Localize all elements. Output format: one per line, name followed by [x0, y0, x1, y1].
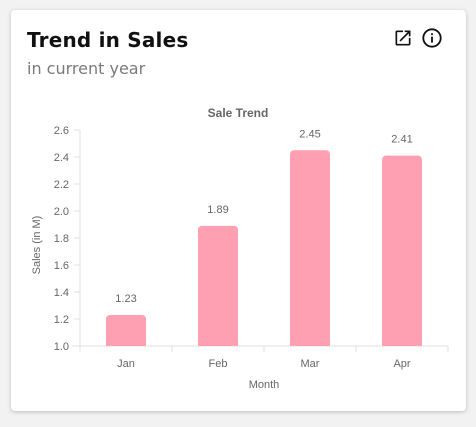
- chart-title: Sale Trend: [208, 106, 269, 120]
- y-tick-label: 1.4: [54, 287, 69, 299]
- data-label: 2.45: [299, 128, 320, 140]
- y-tick-label: 2.0: [54, 206, 69, 218]
- x-tick-label: Apr: [393, 358, 410, 370]
- y-tick-label: 2.2: [54, 179, 69, 191]
- bar-jan: [106, 314, 146, 346]
- y-tick-label: 2.6: [54, 125, 69, 137]
- bar-feb: [198, 225, 238, 346]
- data-label: 2.41: [391, 134, 412, 146]
- info-button[interactable]: [420, 26, 444, 50]
- card-subtitle: in current year: [27, 59, 146, 78]
- open-in-new-button[interactable]: [391, 26, 415, 50]
- y-tick-label: 1.6: [54, 260, 69, 272]
- bar-base-jan: [106, 341, 146, 346]
- x-tick-label: Feb: [209, 358, 228, 370]
- x-axis-label: Month: [249, 379, 280, 391]
- info-icon: [422, 28, 442, 48]
- data-label: 1.89: [207, 204, 228, 216]
- y-tick-label: 1.0: [54, 341, 69, 353]
- bar-base-mar: [290, 341, 330, 346]
- sale-trend-chart: Sale Trend Sales (in M) Month 2.6 2.4 2.2 2…: [31, 106, 449, 391]
- data-label: 1.23: [115, 293, 136, 305]
- bar-base-apr: [382, 341, 422, 346]
- y-tick-label: 2.4: [54, 152, 69, 164]
- y-tick-label: 1.8: [54, 233, 69, 245]
- bar-apr: [382, 155, 422, 346]
- open-in-new-icon: [395, 30, 411, 46]
- y-axis-label: Sales (in M): [31, 216, 43, 275]
- y-tick-label: 1.2: [54, 314, 69, 326]
- bar-base-feb: [198, 341, 238, 346]
- sales-trend-card: Trend in Sales in current year Sale Tren…: [11, 10, 466, 411]
- bar-mar: [290, 150, 330, 346]
- card-title: Trend in Sales: [27, 28, 189, 52]
- x-tick-label: Jan: [117, 358, 135, 370]
- x-tick-label: Mar: [301, 358, 320, 370]
